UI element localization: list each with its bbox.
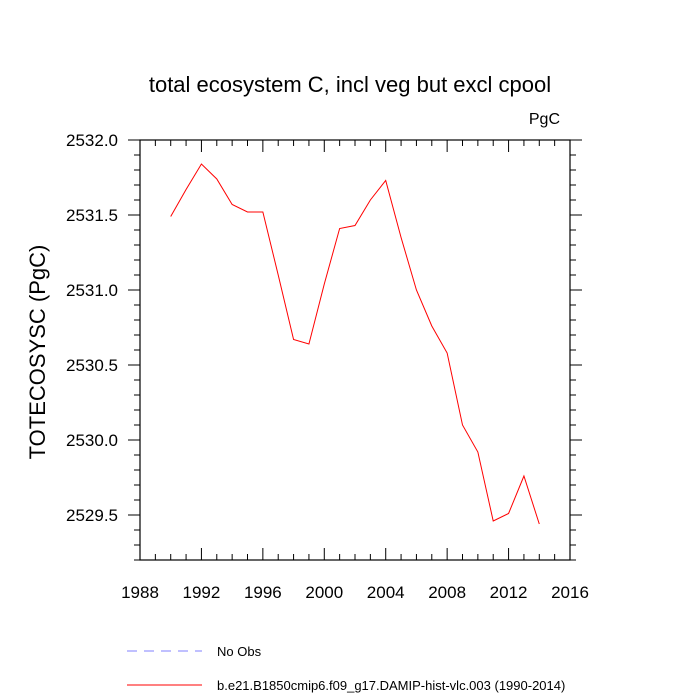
y-tick-label: 2531.0	[66, 281, 118, 300]
chart-title: total ecosystem C, incl veg but excl cpo…	[149, 72, 551, 97]
y-tick-label: 2530.5	[66, 356, 118, 375]
x-tick-label: 1996	[244, 583, 282, 602]
series-line	[170, 163, 540, 525]
units-label: PgC	[529, 111, 560, 128]
x-tick-label: 2008	[428, 583, 466, 602]
plot-frame	[139, 139, 571, 561]
y-tick-label: 2530.0	[66, 431, 118, 450]
y-tick-label: 2531.5	[66, 206, 118, 225]
legend-label: No Obs	[217, 644, 262, 659]
x-tick-label: 2016	[551, 583, 589, 602]
x-tick-label: 2000	[305, 583, 343, 602]
legend: No Obs b.e21.B1850cmip6.f09_g17.DAMIP-his…	[127, 644, 565, 693]
y-axis-label: TOTECOSYSC (PgC)	[25, 245, 50, 460]
series-layer	[170, 163, 540, 525]
y-tick-label: 2529.5	[66, 506, 118, 525]
x-tick-label: 1988	[121, 583, 159, 602]
x-tick-label: 2012	[490, 583, 528, 602]
x-tick-label: 2004	[367, 583, 405, 602]
legend-label: b.e21.B1850cmip6.f09_g17.DAMIP-hist-vlc.…	[217, 678, 565, 693]
axis-tick-labels: 1988 1992 1996 2000 2004 2008 2012 2016 2529.5 25…	[66, 131, 589, 602]
y-tick-label: 2532.0	[66, 131, 118, 150]
axis-ticks	[128, 139, 582, 561]
x-tick-label: 1992	[183, 583, 221, 602]
